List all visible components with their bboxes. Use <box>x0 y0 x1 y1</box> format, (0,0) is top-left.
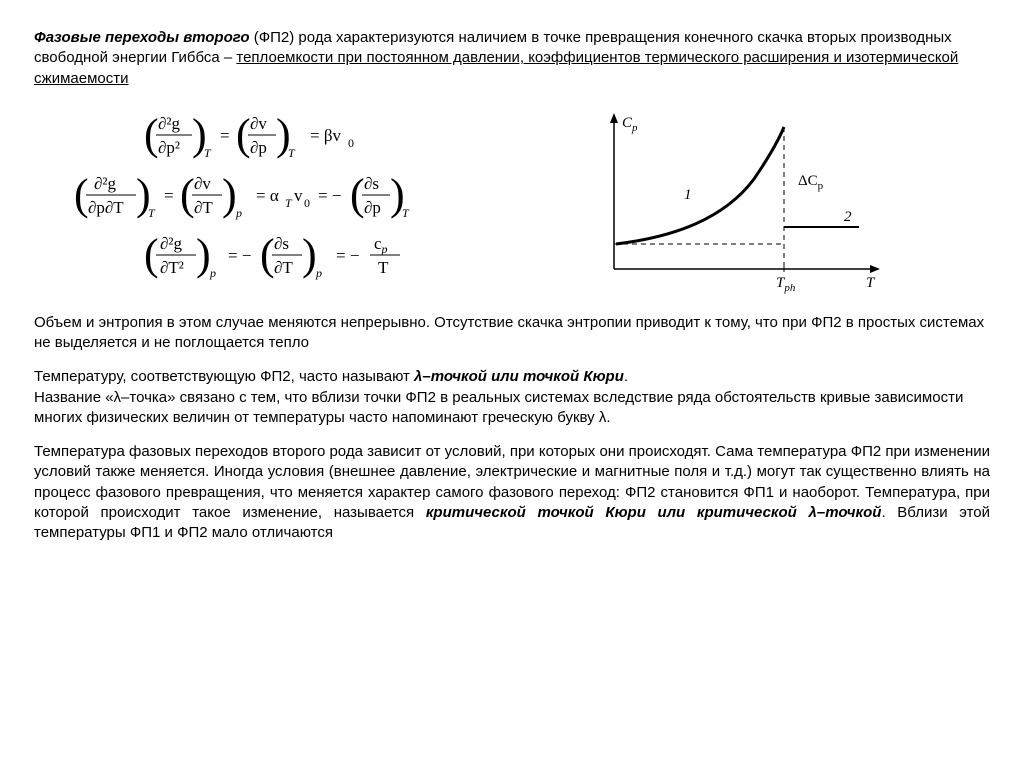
svg-text:cp: cp <box>374 234 388 256</box>
svg-text:T: T <box>148 206 156 220</box>
svg-text:=: = <box>220 126 230 145</box>
svg-text:p: p <box>235 206 242 220</box>
svg-text:∂v: ∂v <box>250 114 267 133</box>
svg-text:v: v <box>294 186 303 205</box>
svg-text:= −: = − <box>228 246 251 265</box>
svg-text:= βv: = βv <box>310 126 341 145</box>
equation-1: ( ∂²g ∂p² ) T = ( ∂v ∂p ) T = βv 0 <box>134 107 454 167</box>
svg-text:∂p²: ∂p² <box>158 138 180 157</box>
svg-text:): ) <box>196 230 211 279</box>
intro-lead: Фазовые переходы второго <box>34 29 250 46</box>
svg-text:∂v: ∂v <box>194 174 211 193</box>
svg-text:ΔCp: ΔCp <box>798 173 824 192</box>
svg-text:∂T: ∂T <box>194 198 213 217</box>
svg-text:T: T <box>402 206 410 220</box>
svg-text:Cp: Cp <box>622 115 638 134</box>
svg-text:0: 0 <box>304 196 310 210</box>
svg-text:p: p <box>315 266 322 280</box>
svg-text:T: T <box>866 275 876 291</box>
equation-2: ( ∂²g ∂p∂T ) T = ( ∂v ∂T ) p = α T v 0 =… <box>74 167 514 227</box>
p3-c: . <box>624 368 628 385</box>
svg-text:0: 0 <box>348 136 354 150</box>
p3-b: λ–точкой или точкой Кюри <box>414 368 624 385</box>
p3-rest: Название «λ–точка» связано с тем, что вб… <box>34 389 963 426</box>
svg-text:= −: = − <box>318 186 341 205</box>
svg-text:2: 2 <box>844 209 852 225</box>
svg-text:∂²g: ∂²g <box>158 114 180 133</box>
svg-text:1: 1 <box>684 187 692 203</box>
svg-text:∂T²: ∂T² <box>160 258 184 277</box>
intro-paragraph: Фазовые переходы второго (ФП2) рода хара… <box>34 28 990 89</box>
paragraph-2: Объем и энтропия в этом случае меняются … <box>34 313 990 354</box>
svg-text:): ) <box>302 230 317 279</box>
svg-text:): ) <box>222 170 237 219</box>
svg-text:∂p: ∂p <box>364 198 381 217</box>
paragraph-3: Температуру, соответствующую ФП2, часто … <box>34 367 990 428</box>
p3-a: Температуру, соответствующую ФП2, часто … <box>34 368 414 385</box>
svg-text:T: T <box>285 196 293 210</box>
svg-text:p: p <box>209 266 216 280</box>
cp-chart: Cp T Tph 1 2 ΔCp <box>574 103 884 303</box>
svg-text:T: T <box>288 146 296 160</box>
svg-text:T: T <box>378 258 389 277</box>
p4-b: критической точкой Кюри или критической … <box>426 504 882 521</box>
svg-text:= −: = − <box>336 246 359 265</box>
svg-text:∂s: ∂s <box>274 234 289 253</box>
equation-3: ( ∂²g ∂T² ) p = − ( ∂s ∂T ) p = − cp T <box>124 227 464 287</box>
equations-block: ( ∂²g ∂p² ) T = ( ∂v ∂p ) T = βv 0 ( ∂²g <box>34 103 554 287</box>
svg-text:∂²g: ∂²g <box>160 234 182 253</box>
paragraph-4: Температура фазовых переходов второго ро… <box>34 442 990 543</box>
svg-text:=: = <box>164 186 174 205</box>
svg-text:Tph: Tph <box>776 275 796 294</box>
svg-text:∂s: ∂s <box>364 174 379 193</box>
svg-text:∂p: ∂p <box>250 138 267 157</box>
svg-text:∂p∂T: ∂p∂T <box>88 198 124 217</box>
svg-text:∂²g: ∂²g <box>94 174 116 193</box>
svg-text:T: T <box>204 146 212 160</box>
svg-text:= α: = α <box>256 186 279 205</box>
svg-text:∂T: ∂T <box>274 258 293 277</box>
